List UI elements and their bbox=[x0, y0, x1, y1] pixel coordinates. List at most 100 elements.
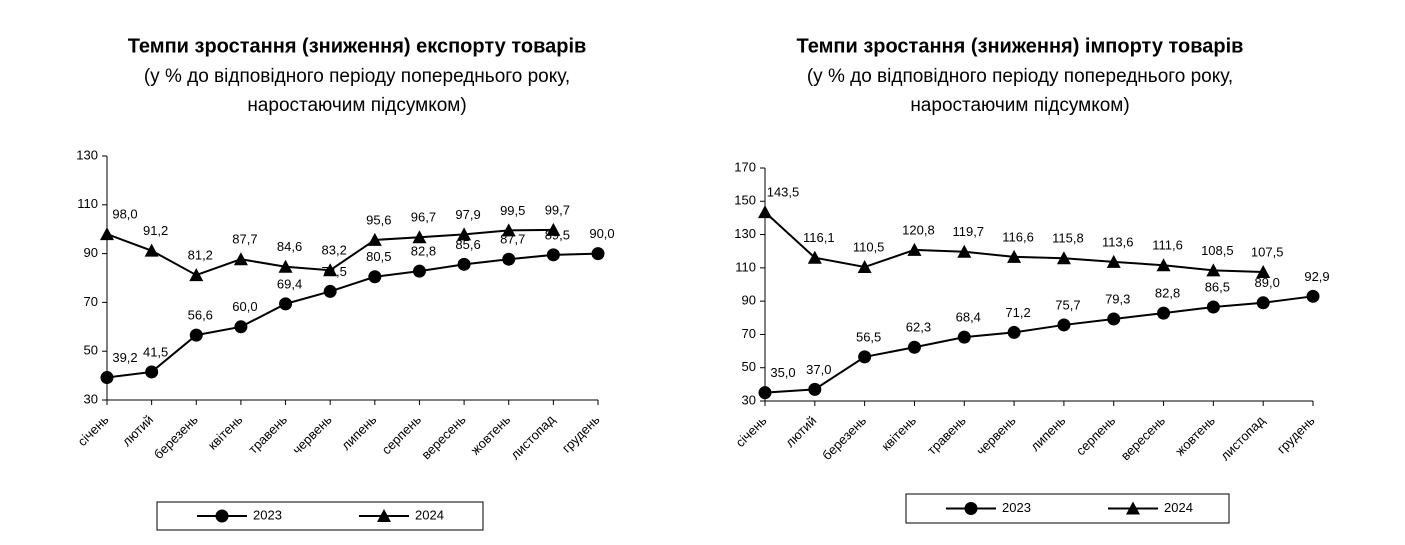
marker bbox=[100, 227, 114, 241]
y-tick-label: 110 bbox=[77, 196, 98, 211]
x-tick-label: травень bbox=[924, 413, 969, 458]
data-label: 85,6 bbox=[455, 237, 480, 252]
marker bbox=[808, 382, 822, 396]
data-label: 116,6 bbox=[1002, 229, 1034, 244]
marker bbox=[964, 502, 978, 515]
data-label: 68,4 bbox=[956, 310, 981, 325]
y-tick-label: 110 bbox=[735, 259, 756, 274]
data-label: 119,7 bbox=[952, 224, 984, 239]
y-tick-label: 50 bbox=[742, 359, 756, 374]
data-label: 98,0 bbox=[112, 207, 137, 222]
legend-label: 2023 bbox=[253, 507, 282, 522]
marker bbox=[807, 250, 822, 264]
data-label: 110,5 bbox=[853, 239, 885, 254]
data-label: 84,6 bbox=[277, 239, 302, 254]
marker bbox=[1206, 263, 1221, 277]
x-tick-label: січень bbox=[733, 413, 770, 450]
x-tick-label: лютий bbox=[782, 413, 819, 450]
data-label: 89,0 bbox=[1255, 275, 1280, 290]
data-label: 92,9 bbox=[1304, 269, 1329, 284]
marker bbox=[279, 297, 293, 311]
marker bbox=[278, 259, 293, 273]
marker bbox=[907, 340, 921, 354]
data-label: 41,5 bbox=[143, 344, 168, 359]
y-tick-label: 70 bbox=[742, 326, 756, 341]
marker bbox=[1057, 318, 1071, 332]
data-label: 115,8 bbox=[1052, 231, 1084, 246]
data-label: 62,3 bbox=[906, 320, 931, 335]
x-tick-label: вересень bbox=[1118, 413, 1168, 463]
x-tick-label: жовтень bbox=[1172, 413, 1218, 459]
chart-subtitle: (у % до відповідного періоду попередньог… bbox=[144, 66, 570, 87]
y-tick-label: 90 bbox=[742, 293, 756, 308]
marker bbox=[1306, 289, 1320, 303]
data-label: 107,5 bbox=[1251, 244, 1284, 259]
marker bbox=[546, 222, 561, 236]
marker bbox=[546, 248, 560, 262]
data-label: 99,5 bbox=[500, 203, 525, 218]
x-tick-label: квітень bbox=[878, 413, 919, 454]
x-tick-label: листопад bbox=[508, 412, 559, 463]
x-tick-label: травень bbox=[245, 412, 290, 457]
marker bbox=[323, 284, 337, 298]
data-label: 116,1 bbox=[803, 230, 835, 245]
marker bbox=[234, 320, 248, 334]
data-label: 108,5 bbox=[1201, 243, 1234, 258]
chart-subtitle: (у % до відповідного періоду попередньог… bbox=[807, 66, 1233, 87]
x-tick-label: березень bbox=[151, 412, 201, 462]
x-tick-label: липень bbox=[1027, 413, 1068, 454]
data-label: 81,2 bbox=[188, 248, 213, 263]
data-label: 120,8 bbox=[902, 222, 935, 237]
marker bbox=[857, 260, 872, 274]
marker bbox=[1157, 306, 1171, 320]
x-tick-label: грудень bbox=[1274, 413, 1318, 457]
marker bbox=[758, 205, 772, 219]
data-label: 90,0 bbox=[589, 226, 614, 241]
y-tick-label: 130 bbox=[76, 147, 98, 162]
x-tick-label: березень bbox=[819, 413, 869, 463]
data-label: 35,0 bbox=[770, 365, 795, 380]
marker bbox=[957, 244, 972, 258]
data-label: 56,5 bbox=[856, 329, 881, 344]
data-label: 83,2 bbox=[322, 243, 347, 258]
marker bbox=[1107, 312, 1121, 326]
series-line bbox=[106, 252, 599, 379]
data-label: 37,0 bbox=[806, 362, 831, 377]
x-tick-label: січень bbox=[75, 412, 112, 449]
y-tick-label: 70 bbox=[84, 294, 98, 309]
data-label: 143,5 bbox=[767, 185, 800, 200]
data-label: 75,7 bbox=[1055, 297, 1080, 312]
marker bbox=[1007, 325, 1021, 339]
data-label: 82,8 bbox=[1155, 286, 1180, 301]
legend-label: 2024 bbox=[1164, 500, 1193, 515]
marker bbox=[377, 509, 391, 522]
marker bbox=[1106, 254, 1121, 268]
marker bbox=[957, 330, 971, 344]
marker bbox=[145, 365, 159, 379]
marker bbox=[457, 227, 472, 241]
data-label: 99,7 bbox=[545, 202, 570, 217]
x-tick-label: вересень bbox=[418, 412, 468, 462]
x-tick-label: серпень bbox=[1073, 413, 1119, 459]
data-label: 86,5 bbox=[1205, 279, 1230, 294]
marker bbox=[1007, 249, 1022, 263]
marker bbox=[367, 232, 382, 246]
marker bbox=[100, 371, 114, 385]
data-label: 71,2 bbox=[1005, 305, 1030, 320]
marker bbox=[1256, 296, 1270, 310]
legend-box bbox=[905, 493, 1230, 524]
data-label: 82,8 bbox=[411, 244, 436, 259]
x-tick-label: жовтень bbox=[468, 412, 514, 458]
marker bbox=[189, 328, 203, 342]
marker bbox=[323, 263, 338, 277]
chart-subtitle: наростаючим підсумком) bbox=[247, 95, 466, 116]
marker bbox=[858, 350, 872, 364]
data-label: 79,3 bbox=[1105, 291, 1130, 306]
marker bbox=[591, 247, 605, 261]
marker bbox=[189, 268, 204, 282]
marker bbox=[907, 242, 922, 256]
y-tick-label: 30 bbox=[84, 391, 98, 406]
marker bbox=[457, 257, 471, 271]
marker bbox=[215, 509, 229, 523]
